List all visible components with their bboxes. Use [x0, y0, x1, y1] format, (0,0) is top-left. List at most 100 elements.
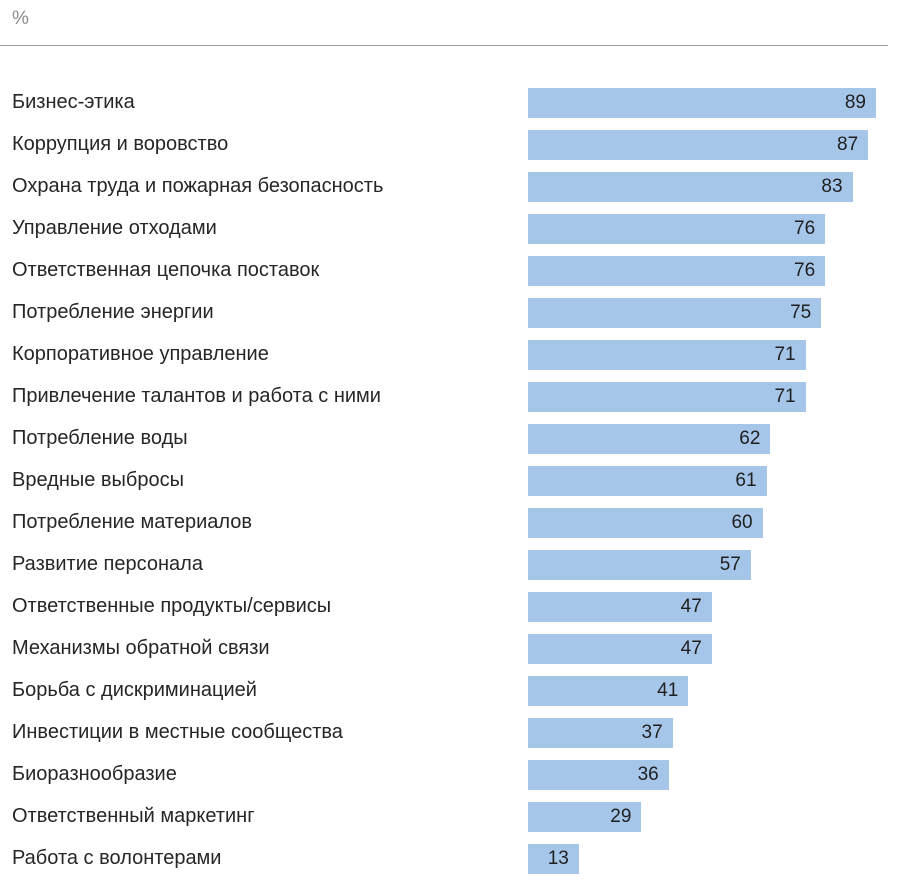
- bar-value-label: 37: [641, 721, 663, 743]
- category-label: Потребление воды: [12, 427, 188, 450]
- bar: 61: [528, 465, 767, 496]
- bar-value-label: 87: [837, 133, 859, 155]
- chart-row: Работа с волонтерами 13: [0, 838, 900, 880]
- bar-value-label: 57: [719, 553, 741, 575]
- bar: 71: [528, 339, 806, 370]
- bar: 83: [528, 171, 853, 202]
- bar-track: 47: [528, 591, 876, 622]
- bar-track: 75: [528, 297, 876, 328]
- bar: 62: [528, 423, 771, 454]
- category-label: Потребление материалов: [12, 511, 253, 534]
- bar-value-label: 13: [547, 847, 569, 869]
- bar-track: 87: [528, 129, 876, 160]
- chart-row: Ответственная цепочка поставок 76: [0, 250, 900, 292]
- category-label: Инвестиции в местные сообщества: [12, 721, 343, 744]
- bar-track: 76: [528, 213, 876, 244]
- bar-track: 41: [528, 675, 876, 706]
- category-label: Ответственная цепочка поставок: [12, 259, 320, 282]
- chart-row: Инвестиции в местные сообщества 37: [0, 712, 900, 754]
- bar: 75: [528, 297, 822, 328]
- chart-row: Развитие персонала 57: [0, 544, 900, 586]
- bar-track: 29: [528, 801, 876, 832]
- bar: 29: [528, 801, 642, 832]
- bar: 36: [528, 759, 669, 790]
- chart-row: Биоразнообразие 36: [0, 754, 900, 796]
- bar-value-label: 71: [774, 385, 796, 407]
- bar-value-label: 47: [680, 637, 702, 659]
- bar-value-label: 71: [774, 343, 796, 365]
- bar: 60: [528, 507, 763, 538]
- bar-value-label: 62: [739, 427, 761, 449]
- bar: 89: [528, 87, 876, 118]
- bar: 37: [528, 717, 673, 748]
- bar-track: 13: [528, 843, 876, 874]
- chart-row: Потребление материалов 60: [0, 502, 900, 544]
- bar-track: 37: [528, 717, 876, 748]
- bar-track: 89: [528, 87, 876, 118]
- bar-value-label: 89: [844, 91, 866, 113]
- category-label: Корпоративное управление: [12, 343, 269, 366]
- category-label: Биоразнообразие: [12, 763, 177, 786]
- bar: 76: [528, 213, 826, 244]
- bar-track: 71: [528, 339, 876, 370]
- bar-chart: Бизнес-этика 89 Коррупция и воровство 87 Охр…: [0, 82, 900, 880]
- bar: 41: [528, 675, 689, 706]
- bar-track: 60: [528, 507, 876, 538]
- chart-row: Бизнес-этика 89: [0, 82, 900, 124]
- category-label: Работа с волонтерами: [12, 847, 222, 870]
- bar-track: 47: [528, 633, 876, 664]
- bar-value-label: 60: [731, 511, 753, 533]
- bar-value-label: 61: [735, 469, 757, 491]
- bar-value-label: 83: [821, 175, 843, 197]
- bar-track: 62: [528, 423, 876, 454]
- chart-row: Корпоративное управление 71: [0, 334, 900, 376]
- bar-value-label: 41: [657, 679, 679, 701]
- bar: 76: [528, 255, 826, 286]
- bar-track: 57: [528, 549, 876, 580]
- category-label: Механизмы обратной связи: [12, 637, 270, 660]
- chart-row: Ответственные продукты/сервисы 47: [0, 586, 900, 628]
- category-label: Вредные выбросы: [12, 469, 184, 492]
- category-label: Управление отходами: [12, 217, 217, 240]
- category-label: Борьба с дискриминацией: [12, 679, 257, 702]
- bar-track: 36: [528, 759, 876, 790]
- category-label: Коррупция и воровство: [12, 133, 229, 156]
- chart-row: Ответственный маркетинг 29: [0, 796, 900, 838]
- chart-row: Потребление энергии 75: [0, 292, 900, 334]
- bar-value-label: 47: [680, 595, 702, 617]
- chart-row: Управление отходами 76: [0, 208, 900, 250]
- chart-row: Привлечение талантов и работа с ними 71: [0, 376, 900, 418]
- bar-track: 71: [528, 381, 876, 412]
- chart-row: Потребление воды 62: [0, 418, 900, 460]
- bar: 47: [528, 591, 712, 622]
- bar-track: 83: [528, 171, 876, 202]
- category-label: Потребление энергии: [12, 301, 214, 324]
- bar-track: 61: [528, 465, 876, 496]
- chart-row: Механизмы обратной связи 47: [0, 628, 900, 670]
- category-label: Привлечение талантов и работа с ними: [12, 385, 381, 408]
- category-label: Охрана труда и пожарная безопасность: [12, 175, 384, 198]
- bar: 13: [528, 843, 579, 874]
- chart-row: Вредные выбросы 61: [0, 460, 900, 502]
- chart-row: Борьба с дискриминацией 41: [0, 670, 900, 712]
- bar-value-label: 76: [794, 217, 816, 239]
- category-label: Развитие персонала: [12, 553, 203, 576]
- bar-value-label: 36: [637, 763, 659, 785]
- category-label: Ответственные продукты/сервисы: [12, 595, 332, 618]
- category-label: Бизнес-этика: [12, 91, 135, 114]
- bar-value-label: 76: [794, 259, 816, 281]
- bar: 57: [528, 549, 751, 580]
- bar-track: 76: [528, 255, 876, 286]
- bar: 71: [528, 381, 806, 412]
- chart-header: %: [0, 0, 900, 31]
- bar: 87: [528, 129, 869, 160]
- bar-value-label: 75: [790, 301, 812, 323]
- header-divider: [0, 44, 888, 46]
- bar-value-label: 29: [610, 805, 632, 827]
- chart-row: Охрана труда и пожарная безопасность 83: [0, 166, 900, 208]
- y-axis-unit-label: %: [12, 8, 29, 29]
- chart-row: Коррупция и воровство 87: [0, 124, 900, 166]
- bar: 47: [528, 633, 712, 664]
- category-label: Ответственный маркетинг: [12, 805, 255, 828]
